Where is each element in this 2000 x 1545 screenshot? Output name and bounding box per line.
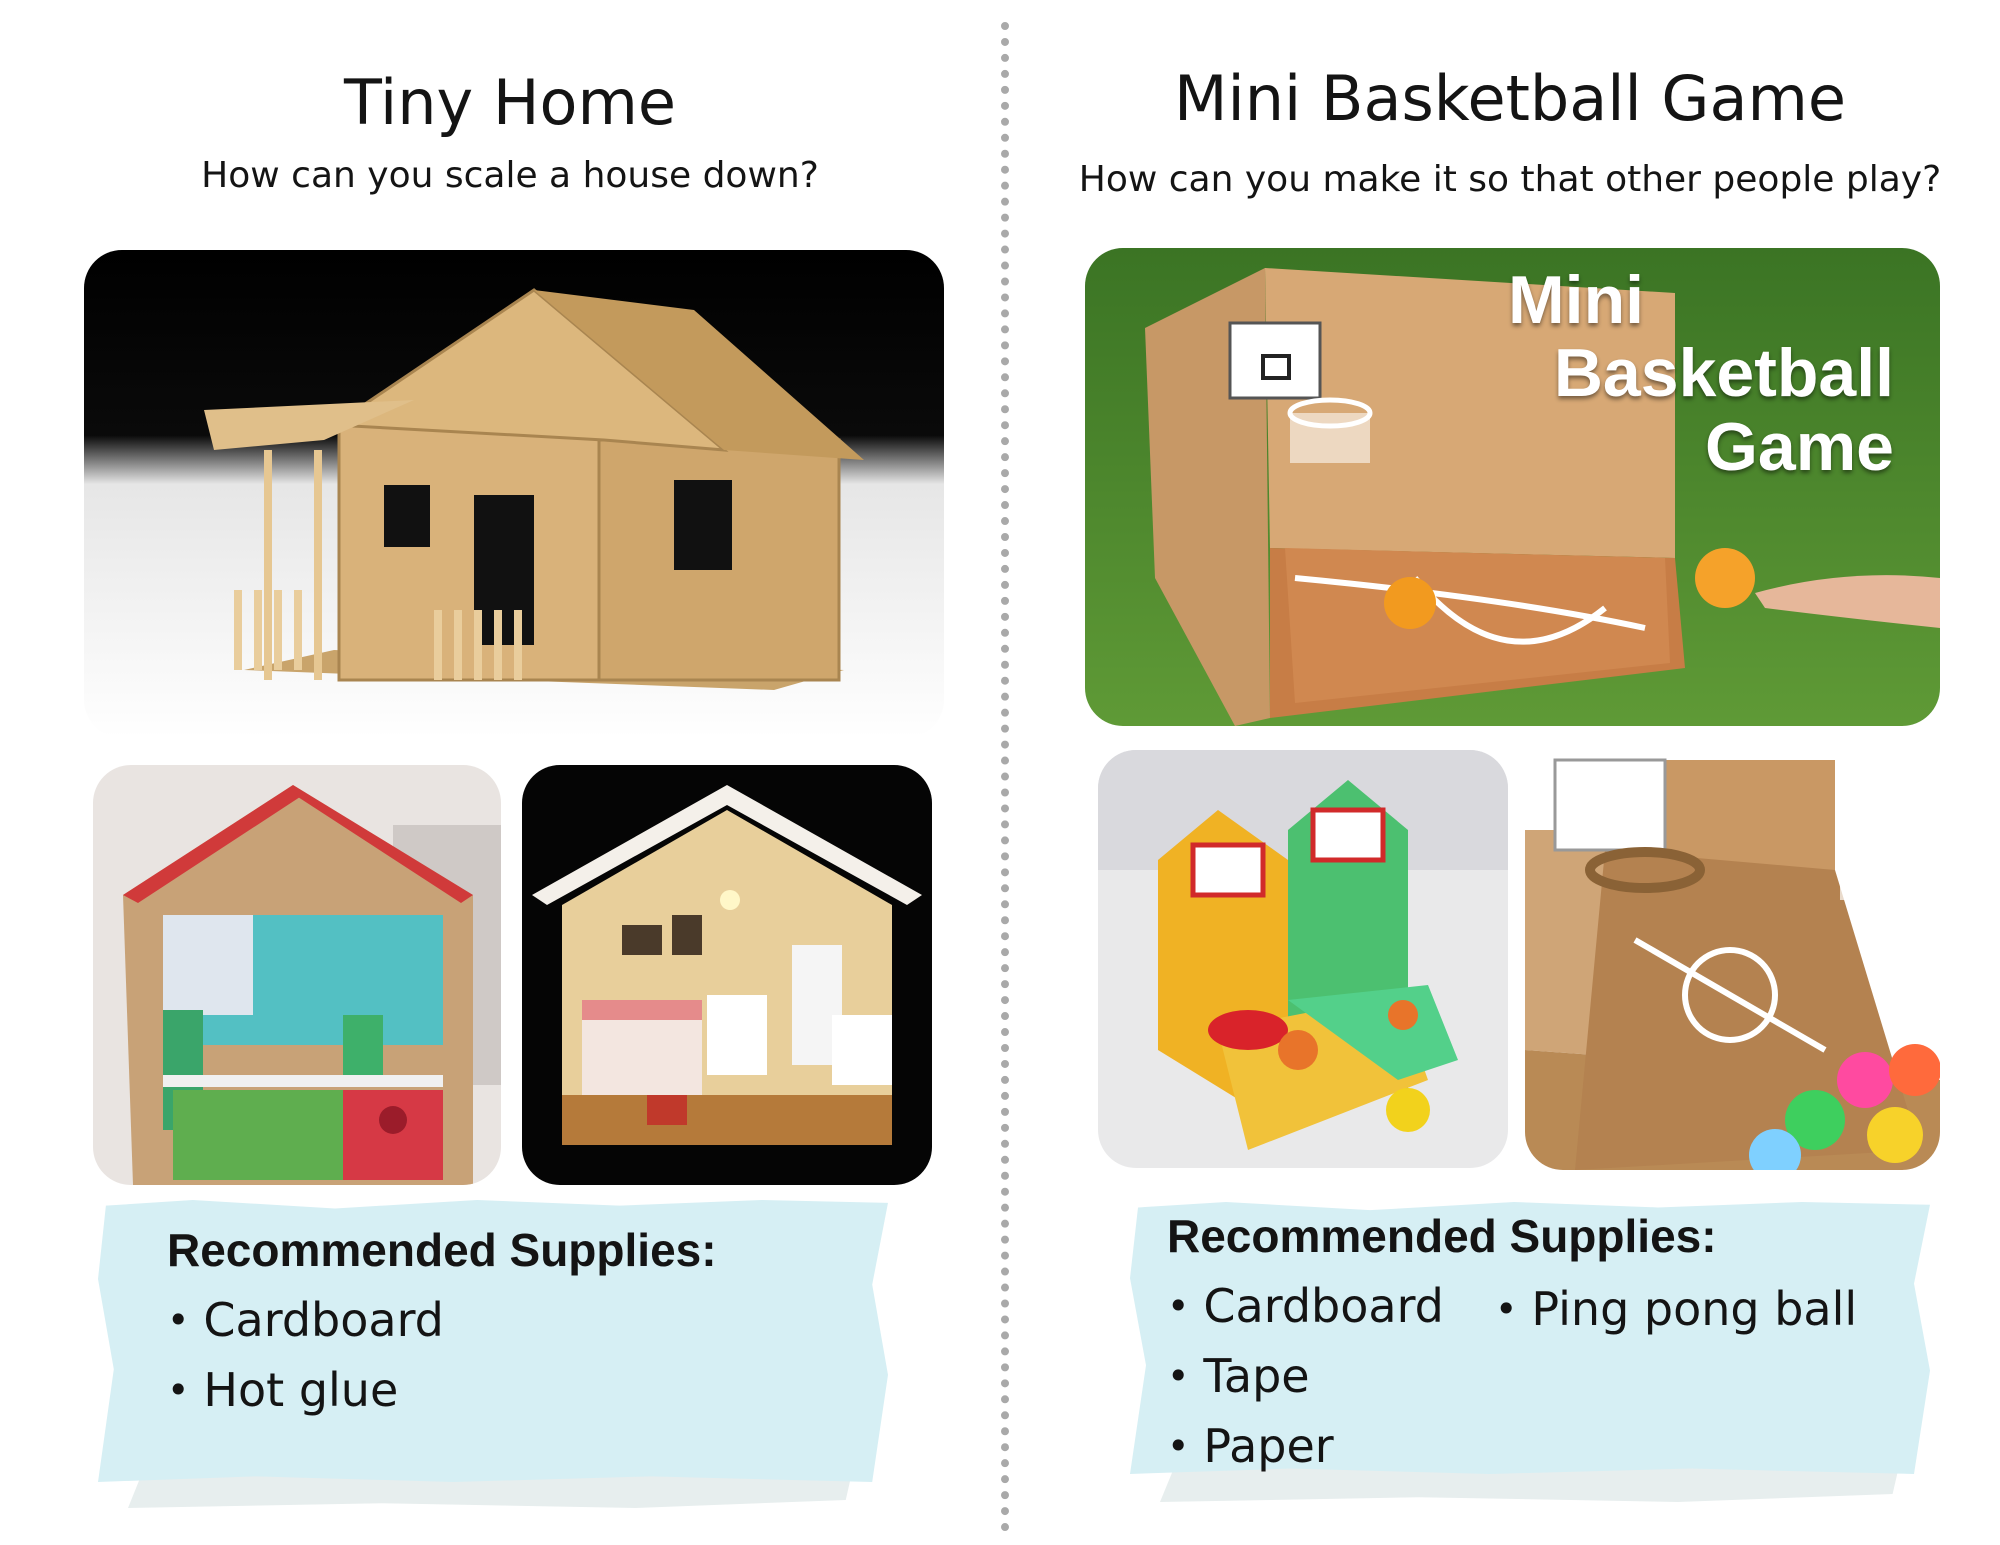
right-supply-item: • Cardboard [1167, 1279, 1444, 1333]
overlay-line: Mini [1508, 262, 1644, 338]
left-title: Tiny Home [344, 66, 676, 139]
left-supply-item: • Hot glue [167, 1363, 399, 1417]
right-question: How can you make it so that other people… [1078, 159, 1942, 200]
left-supplies-heading: Recommended Supplies: [167, 1224, 717, 1276]
overlay-line: Basketball [1553, 335, 1894, 412]
left-supply-item: • Cardboard [167, 1293, 444, 1347]
basketball-photo-overlay: Mini Basketball Game [1508, 262, 1894, 485]
right-supplies-heading: Recommended Supplies: [1167, 1210, 1717, 1262]
right-supplies-panel [1130, 1202, 1930, 1474]
tiny-home-miniature-room-photo [522, 765, 932, 1185]
left-question: How can you scale a house down? [201, 155, 819, 196]
right-title: Mini Basketball Game [1173, 62, 1846, 135]
column-divider [1001, 22, 1009, 1532]
overlay-line: Game [1705, 408, 1894, 485]
right-supply-item: • Ping pong ball [1495, 1282, 1858, 1336]
basketball-arcade-photo [1098, 750, 1508, 1168]
right-supply-item: • Tape [1167, 1349, 1310, 1403]
right-supply-item: • Paper [1167, 1419, 1334, 1473]
tiny-home-dollhouse-photo [93, 765, 501, 1185]
basketball-court-photo [1525, 750, 1940, 1170]
tiny-home-main-photo [84, 250, 944, 738]
left-supplies-panel [98, 1200, 888, 1482]
basketball-main-photo: Mini Basketball Game [1085, 248, 1940, 726]
